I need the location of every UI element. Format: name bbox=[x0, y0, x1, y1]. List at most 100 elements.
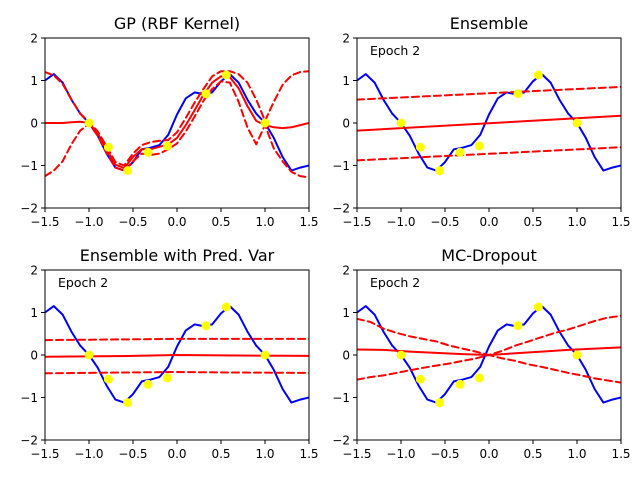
y-tick-label: 0 bbox=[342, 349, 350, 363]
upper-bound-line bbox=[45, 70, 309, 167]
x-tick-label: −1.0 bbox=[74, 215, 103, 229]
chart-title: GP (RBF Kernel) bbox=[114, 14, 240, 33]
panel-gp-rbf: GP (RBF Kernel) −1.5 −1.0 −0.5 0.0 0.5 1.0 1.5 −… bbox=[20, 14, 318, 229]
plot-area bbox=[45, 70, 309, 179]
data-point bbox=[123, 398, 133, 408]
x-tick-label: 0.0 bbox=[167, 215, 186, 229]
lower-bound-line bbox=[357, 354, 621, 384]
data-point bbox=[435, 398, 445, 408]
data-point bbox=[201, 321, 211, 331]
x-tick-label: −1.5 bbox=[30, 447, 59, 461]
data-point bbox=[533, 70, 543, 80]
epoch-annotation: Epoch 2 bbox=[370, 43, 420, 58]
y-tick-label: 2 bbox=[30, 264, 38, 278]
data-point bbox=[415, 142, 425, 152]
data-point bbox=[103, 142, 113, 152]
data-point bbox=[162, 373, 172, 383]
epoch-annotation: Epoch 2 bbox=[58, 275, 108, 290]
x-tick-label: 0.5 bbox=[523, 215, 542, 229]
x-tick-label: 1.0 bbox=[567, 215, 586, 229]
x-tick-label: −1.0 bbox=[74, 447, 103, 461]
data-point bbox=[513, 89, 523, 99]
plot-area bbox=[357, 302, 621, 408]
x-tick-label: 1.5 bbox=[611, 447, 630, 461]
data-point bbox=[260, 118, 270, 128]
x-tick-label: 1.5 bbox=[299, 215, 318, 229]
x-tick-label: 1.0 bbox=[255, 215, 274, 229]
y-tick-label: 0 bbox=[342, 117, 350, 131]
data-point bbox=[455, 379, 465, 389]
x-tick-label: −1.0 bbox=[386, 447, 415, 461]
y-tick-label: 1 bbox=[30, 74, 38, 88]
panel-ensemble: Ensemble Epoch 2 −1.5 −1.0 −0.5 0.0 0.5 1.0 1.5 −… bbox=[332, 14, 630, 229]
y-tick-label: 1 bbox=[30, 306, 38, 320]
data-point bbox=[143, 379, 153, 389]
data-point bbox=[474, 373, 484, 383]
panel-ensemble-pred-var: Ensemble with Pred. Var Epoch 2 −1.5 −1.0 −0… bbox=[20, 246, 318, 461]
y-tick-label: −1 bbox=[20, 159, 38, 173]
data-point bbox=[396, 118, 406, 128]
data-point bbox=[84, 118, 94, 128]
chart-title: Ensemble with Pred. Var bbox=[80, 246, 275, 265]
data-point bbox=[396, 350, 406, 360]
mean-line bbox=[357, 114, 621, 132]
x-tick-label: −1.5 bbox=[342, 215, 371, 229]
y-tick-label: −2 bbox=[332, 202, 350, 216]
data-point bbox=[201, 89, 211, 99]
lower-bound-line bbox=[45, 371, 309, 375]
upper-bound-line bbox=[357, 85, 621, 101]
x-tick-label: −0.5 bbox=[430, 447, 459, 461]
y-tick-label: −1 bbox=[332, 159, 350, 173]
y-tick-label: −2 bbox=[20, 202, 38, 216]
data-point bbox=[260, 350, 270, 360]
x-tick-label: −0.5 bbox=[118, 215, 147, 229]
data-point bbox=[162, 141, 172, 151]
upper-bound-line bbox=[45, 337, 309, 342]
y-tick-label: −1 bbox=[20, 391, 38, 405]
y-tick-label: 0 bbox=[30, 117, 38, 131]
x-tick-label: −1.5 bbox=[30, 215, 59, 229]
data-point bbox=[533, 302, 543, 312]
data-point bbox=[221, 302, 231, 312]
data-point bbox=[455, 147, 465, 157]
plot-area bbox=[357, 70, 621, 176]
x-tick-label: 1.0 bbox=[567, 447, 586, 461]
x-tick-label: 0.0 bbox=[479, 215, 498, 229]
data-point bbox=[103, 374, 113, 384]
data-point bbox=[435, 166, 445, 176]
y-tick-label: −2 bbox=[20, 434, 38, 448]
y-tick-label: 2 bbox=[30, 32, 38, 46]
x-tick-label: −1.0 bbox=[386, 215, 415, 229]
x-tick-label: 0.5 bbox=[211, 215, 230, 229]
data-point bbox=[572, 350, 582, 360]
x-tick-label: 1.5 bbox=[611, 215, 630, 229]
data-point bbox=[513, 321, 523, 331]
data-point bbox=[415, 374, 425, 384]
chart-title: MC-Dropout bbox=[441, 246, 536, 265]
y-tick-label: 0 bbox=[30, 349, 38, 363]
x-tick-label: 0.0 bbox=[167, 447, 186, 461]
data-point bbox=[84, 350, 94, 360]
x-tick-label: 1.0 bbox=[255, 447, 274, 461]
data-point bbox=[123, 166, 133, 176]
y-tick-label: 1 bbox=[342, 306, 350, 320]
x-tick-label: −1.5 bbox=[342, 447, 371, 461]
data-point bbox=[221, 70, 231, 80]
panel-mc-dropout: MC-Dropout Epoch 2 −1.5 −1.0 −0.5 0.0 0.5 1.0 1.… bbox=[332, 246, 630, 461]
epoch-annotation: Epoch 2 bbox=[370, 275, 420, 290]
chart-title: Ensemble bbox=[450, 14, 528, 33]
mean-line bbox=[45, 354, 309, 358]
data-point bbox=[474, 141, 484, 151]
data-point bbox=[572, 118, 582, 128]
plot-area bbox=[45, 302, 309, 408]
x-tick-label: 0.0 bbox=[479, 447, 498, 461]
y-tick-label: 2 bbox=[342, 32, 350, 46]
y-tick-label: 2 bbox=[342, 264, 350, 278]
data-point bbox=[143, 147, 153, 157]
x-tick-label: 0.5 bbox=[523, 447, 542, 461]
x-tick-label: −0.5 bbox=[430, 215, 459, 229]
x-tick-label: −0.5 bbox=[118, 447, 147, 461]
x-tick-label: 0.5 bbox=[211, 447, 230, 461]
y-tick-label: −2 bbox=[332, 434, 350, 448]
